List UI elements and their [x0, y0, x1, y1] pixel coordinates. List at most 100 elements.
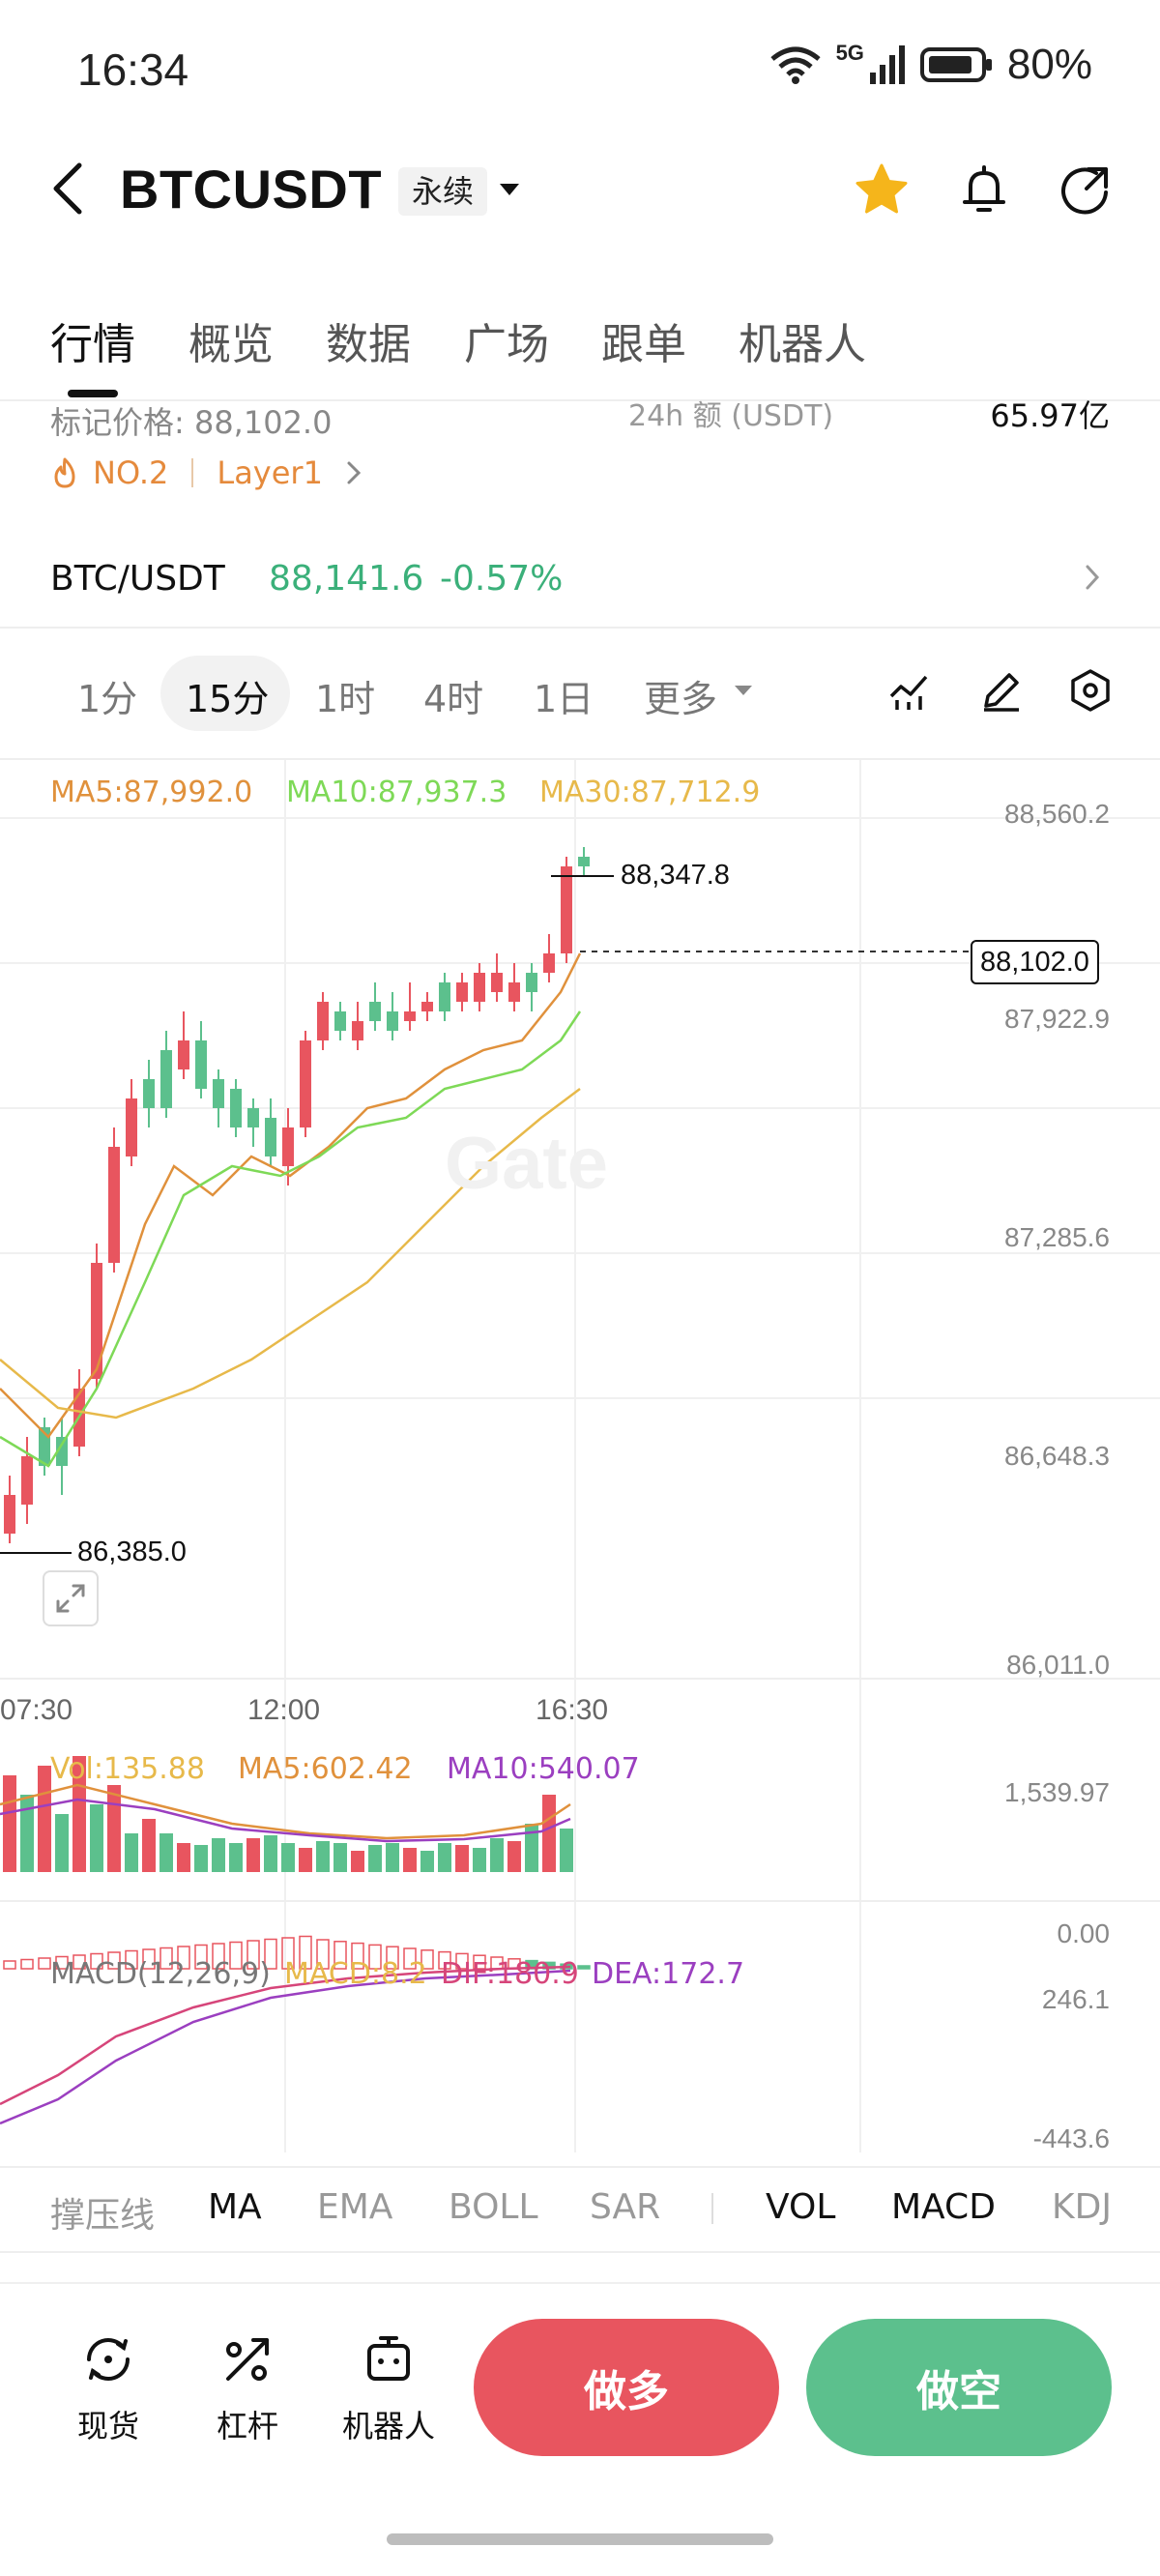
nav-leverage-label: 杠杆 [216, 2408, 278, 2444]
price-axis-label: 88,560.2 [1004, 799, 1110, 829]
candle-body [456, 982, 468, 1002]
back-button[interactable] [48, 160, 97, 218]
low-price-label: 86,385.0 [77, 1537, 187, 1567]
volume-bar [490, 1838, 504, 1872]
indicator-sar[interactable]: SAR [590, 2187, 661, 2227]
tab-overview[interactable]: 概览 [188, 320, 274, 369]
indicator-icon[interactable] [887, 667, 934, 714]
macd-bar [299, 1935, 312, 1970]
macd-bar [351, 1942, 364, 1970]
chevron-left-icon [53, 162, 82, 215]
active-tab-indicator [68, 390, 118, 397]
macd-bar [246, 1940, 260, 1970]
candle-body [143, 1079, 155, 1108]
nav-spot-label: 现货 [76, 2408, 139, 2444]
volume-ma10-legend: MA10:540.07 [447, 1752, 640, 1786]
mark-price: 标记价格: 88,102.0 [50, 404, 333, 441]
pair-title[interactable]: BTCUSDT [120, 159, 383, 220]
timeframe-more[interactable]: 更多 [644, 678, 718, 720]
star-icon[interactable] [851, 160, 913, 221]
candle-body [4, 1495, 15, 1534]
long-button[interactable]: 做多 [474, 2319, 779, 2456]
candle-body [230, 1089, 242, 1127]
macd-bar [334, 1941, 347, 1970]
bell-icon[interactable] [953, 160, 1015, 221]
dif-line [0, 1965, 571, 2106]
volume-bar [142, 1819, 156, 1872]
tab-market[interactable]: 行情 [50, 320, 135, 369]
settings-icon[interactable] [1067, 667, 1114, 714]
candle-body [126, 1098, 137, 1156]
ma30-legend: MA30:87,712.9 [539, 776, 761, 809]
volume-bar [125, 1833, 138, 1872]
indicator-boll[interactable]: BOLL [449, 2187, 538, 2227]
volume-bar [351, 1851, 364, 1872]
volume-bar [229, 1843, 243, 1872]
indicator-vol[interactable]: VOL [766, 2187, 836, 2227]
candle-body [543, 953, 555, 973]
tab-copy-trading[interactable]: 跟单 [601, 320, 686, 369]
candle-body [352, 1021, 363, 1040]
volume-bar [525, 1824, 538, 1872]
volume-bar [246, 1838, 260, 1872]
divider [711, 2193, 713, 2224]
short-button[interactable]: 做空 [806, 2319, 1112, 2456]
candle-body [578, 857, 590, 866]
tab-bots[interactable]: 机器人 [739, 320, 866, 369]
fullscreen-button[interactable] [43, 1570, 99, 1626]
flame-icon [54, 457, 75, 488]
macd-bar [3, 1960, 16, 1970]
kline-chart[interactable] [0, 760, 1160, 2152]
volume-24h-label: 24h 额 (USDT) [628, 399, 834, 433]
rank-tag-row[interactable]: NO.2 Layer1 [50, 454, 363, 491]
last-price-tag: 88,102.0 [971, 940, 1099, 984]
macd-bar [403, 1947, 417, 1970]
candle-body [526, 973, 537, 992]
timeframe-1d[interactable]: 1日 [534, 678, 594, 720]
time-axis-label: 12:00 [247, 1694, 321, 1726]
candle-body [21, 1456, 33, 1505]
volume-bar [455, 1845, 469, 1872]
indicator-support-resistance[interactable]: 撑压线 [50, 2196, 156, 2236]
timeframe-15m[interactable]: 15分 [186, 678, 270, 720]
time-axis-label: 16:30 [536, 1694, 609, 1726]
volume-ma5-legend: MA5:602.42 [238, 1752, 413, 1786]
ma5-legend: MA5:87,992.0 [50, 776, 253, 809]
volume-bar [177, 1843, 190, 1872]
indicator-macd[interactable]: MACD [891, 2187, 996, 2227]
macd-bar [368, 1944, 382, 1970]
indicator-kdj[interactable]: KDJ [1052, 2187, 1112, 2227]
indicator-ma[interactable]: MA [208, 2187, 262, 2227]
tab-data[interactable]: 数据 [326, 320, 411, 369]
kline-chart-svg[interactable] [0, 760, 1160, 2152]
nav-robot[interactable]: 机器人 [331, 2330, 447, 2446]
candle-body [508, 982, 520, 1002]
timeframe-4h[interactable]: 4时 [423, 678, 484, 720]
nav-leverage[interactable]: 杠杆 [189, 2330, 305, 2446]
nav-robot-label: 机器人 [341, 2408, 435, 2444]
divider [0, 758, 1160, 760]
candle-body [300, 1040, 311, 1127]
leverage-icon [226, 2338, 269, 2381]
volume-bar [20, 1795, 34, 1872]
pencil-icon[interactable] [978, 667, 1025, 714]
timeframe-1m[interactable]: 1分 [77, 678, 138, 720]
candle-body [91, 1263, 102, 1379]
caret-down-icon[interactable] [498, 182, 521, 197]
candle-body [387, 1011, 398, 1031]
volume-bar [212, 1838, 225, 1872]
caret-down-icon[interactable] [733, 684, 754, 697]
candle-body [178, 1040, 189, 1069]
tab-square[interactable]: 广场 [464, 320, 549, 369]
volume-bar [334, 1843, 347, 1872]
spot-row[interactable] [0, 542, 1160, 629]
volume-bar [90, 1804, 103, 1872]
timeframe-1h[interactable]: 1时 [315, 678, 376, 720]
volume-bar [386, 1843, 399, 1872]
dea-line [0, 1969, 571, 2125]
volume-bar [3, 1775, 16, 1872]
share-icon[interactable] [1054, 160, 1116, 221]
contract-type-tag[interactable]: 永续 [398, 167, 488, 216]
nav-spot[interactable]: 现货 [50, 2330, 166, 2446]
indicator-ema[interactable]: EMA [317, 2187, 393, 2227]
